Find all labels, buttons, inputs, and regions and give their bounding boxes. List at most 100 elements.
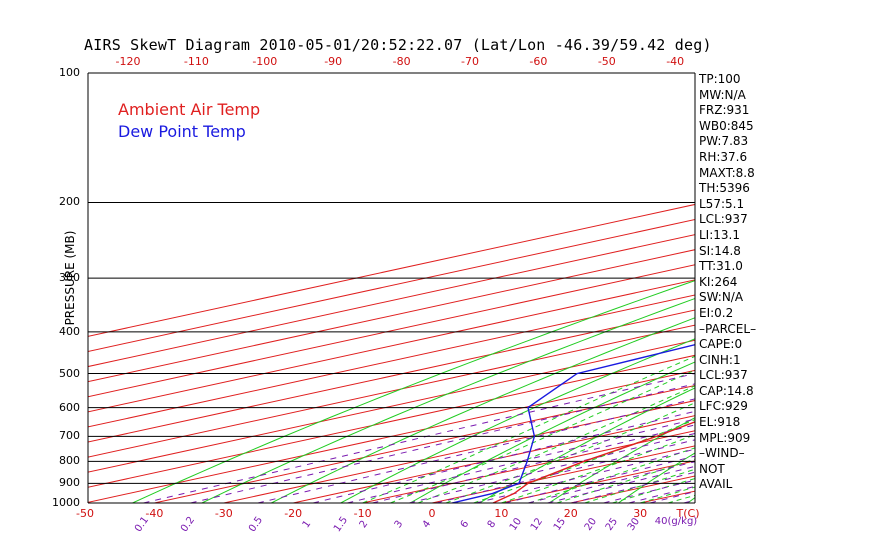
top-temp-tick-label: -120 (115, 55, 141, 68)
index-item: SW:N/A (699, 290, 744, 305)
index-item: CINH:1 (699, 352, 741, 367)
pressure-tick-label: 800 (59, 454, 80, 468)
isotherm-line (362, 430, 695, 503)
index-item: LI:13.1 (699, 227, 740, 242)
index-item: CAPE:0 (699, 337, 743, 352)
bottom-temp-tick-label: 20 (563, 507, 578, 520)
index-item: CAP:14.8 (699, 383, 754, 398)
mixing-ratio-line (436, 439, 695, 503)
pressure-tick-label: 900 (59, 476, 80, 490)
isotherm-line (88, 309, 695, 443)
legend-ambient-air-temp: Ambient Air Temp (118, 100, 261, 119)
moist-adiabat-line (556, 458, 695, 503)
mixing-ratio-line (190, 383, 695, 503)
moist-adiabat-line (417, 385, 695, 503)
mixing-ratio-tick-label: 40(g/kg) (654, 516, 698, 527)
pressure-tick-label: 500 (59, 366, 80, 380)
top-temp-tick-label: -90 (324, 55, 343, 68)
mixing-ratio-line (504, 455, 695, 503)
moist-adiabat-line (445, 402, 695, 503)
index-item: MPL:909 (699, 430, 751, 445)
isotherm-line (848, 73, 870, 503)
isotherm-line (88, 264, 695, 398)
isobar-lines (88, 201, 695, 484)
index-item: WB0:845 (699, 118, 754, 133)
top-temp-tick-label: -60 (529, 55, 548, 68)
dry-adiabat-line (827, 73, 870, 503)
bottom-temp-tick-label: -40 (145, 507, 164, 520)
isotherm-line (501, 460, 695, 503)
isotherm-line (88, 249, 695, 383)
pressure-tick-label: 700 (59, 429, 80, 443)
pressure-tick-label: 200 (59, 195, 80, 209)
index-item: LCL:937 (699, 212, 748, 227)
dry-adiabat-line (271, 317, 695, 503)
index-item: RH:37.6 (699, 149, 748, 164)
index-item: SI:14.8 (699, 243, 741, 258)
index-item: NOT (699, 461, 725, 476)
bottom-temp-tick-label: 0 (428, 507, 436, 520)
index-item: LCL:937 (699, 368, 748, 383)
grid-lines (88, 73, 870, 503)
top-temp-tick-label: -80 (392, 55, 411, 68)
isotherm-line (88, 203, 695, 337)
isotherm-line (293, 415, 695, 503)
mixing-ratio-line (409, 432, 695, 503)
bottom-temp-tick-label: -10 (353, 507, 372, 520)
index-item: TT:31.0 (699, 259, 743, 274)
dew-point-profile (451, 343, 695, 503)
pressure-tick-label: 400 (59, 324, 80, 338)
isotherm-line (88, 279, 695, 413)
isotherm-line (88, 234, 695, 368)
top-temp-tick-label: -50 (597, 55, 616, 68)
isotherm-line (88, 339, 695, 473)
pressure-tick-label: 1000 (52, 496, 80, 509)
index-item: TP:100 (699, 72, 741, 86)
mixing-ratio-line (312, 410, 695, 503)
bottom-temp-tick-label: -20 (284, 507, 303, 520)
bottom-temp-tick-label: 10 (494, 507, 509, 520)
index-item: L57:5.1 (699, 196, 745, 211)
index-item: KI:264 (699, 274, 738, 289)
index-item: TH:5396 (699, 181, 750, 196)
top-temp-tick-label: -40 (666, 55, 685, 68)
isotherm-line (88, 354, 695, 488)
index-item: –PARCEL– (699, 321, 757, 336)
dry-adiabat-line (201, 297, 695, 503)
stability-index-panel: TP:100 MW:N/A FRZ:931 WB0:845 PW:7.83 RH:37.6… (699, 72, 799, 493)
moist-adiabat-line (362, 355, 695, 503)
bottom-temp-tick-label: T(C) (676, 507, 700, 520)
bottom-temp-tick-label: -30 (214, 507, 233, 520)
mixing-ratio-line (143, 372, 695, 503)
top-temp-tick-label: -100 (252, 55, 278, 68)
chart-title: AIRS SkewT Diagram 2010-05-01/20:52:22.0… (84, 36, 712, 54)
isotherm-line (223, 400, 695, 503)
bottom-temp-tick-label: 30 (633, 507, 648, 520)
moist-adiabat-line (473, 419, 695, 503)
dry-adiabat-line (132, 280, 695, 503)
ambient-temp-profile (492, 421, 695, 503)
index-item: –WIND– (699, 446, 745, 461)
moist-adiabat-line (390, 369, 695, 503)
dry-adiabat-line (340, 338, 695, 503)
index-item: LFC:929 (699, 399, 748, 414)
index-item: PW:7.83 (699, 134, 749, 149)
bottom-temp-tick-label: -50 (76, 507, 94, 520)
index-item: MW:N/A (699, 87, 746, 102)
sounding-profiles (451, 343, 695, 503)
index-item: MAXT:8.8 (699, 165, 755, 180)
top-temp-tick-label: -70 (461, 55, 479, 68)
isotherm-line (88, 324, 695, 458)
moist-adiabat-line (501, 434, 695, 503)
isotherm-line (88, 369, 695, 503)
pressure-tick-label: 300 (59, 271, 80, 285)
pressure-tick-label: 100 (59, 66, 80, 79)
index-item: FRZ:931 (699, 103, 750, 118)
dry-adiabat-line (479, 387, 695, 503)
dry-adiabat-line (409, 361, 695, 503)
legend-dew-point-temp: Dew Point Temp (118, 122, 246, 141)
pressure-tick-label: 600 (59, 400, 80, 414)
top-temp-tick-label: -110 (183, 55, 209, 68)
index-item: EL:918 (699, 415, 741, 430)
